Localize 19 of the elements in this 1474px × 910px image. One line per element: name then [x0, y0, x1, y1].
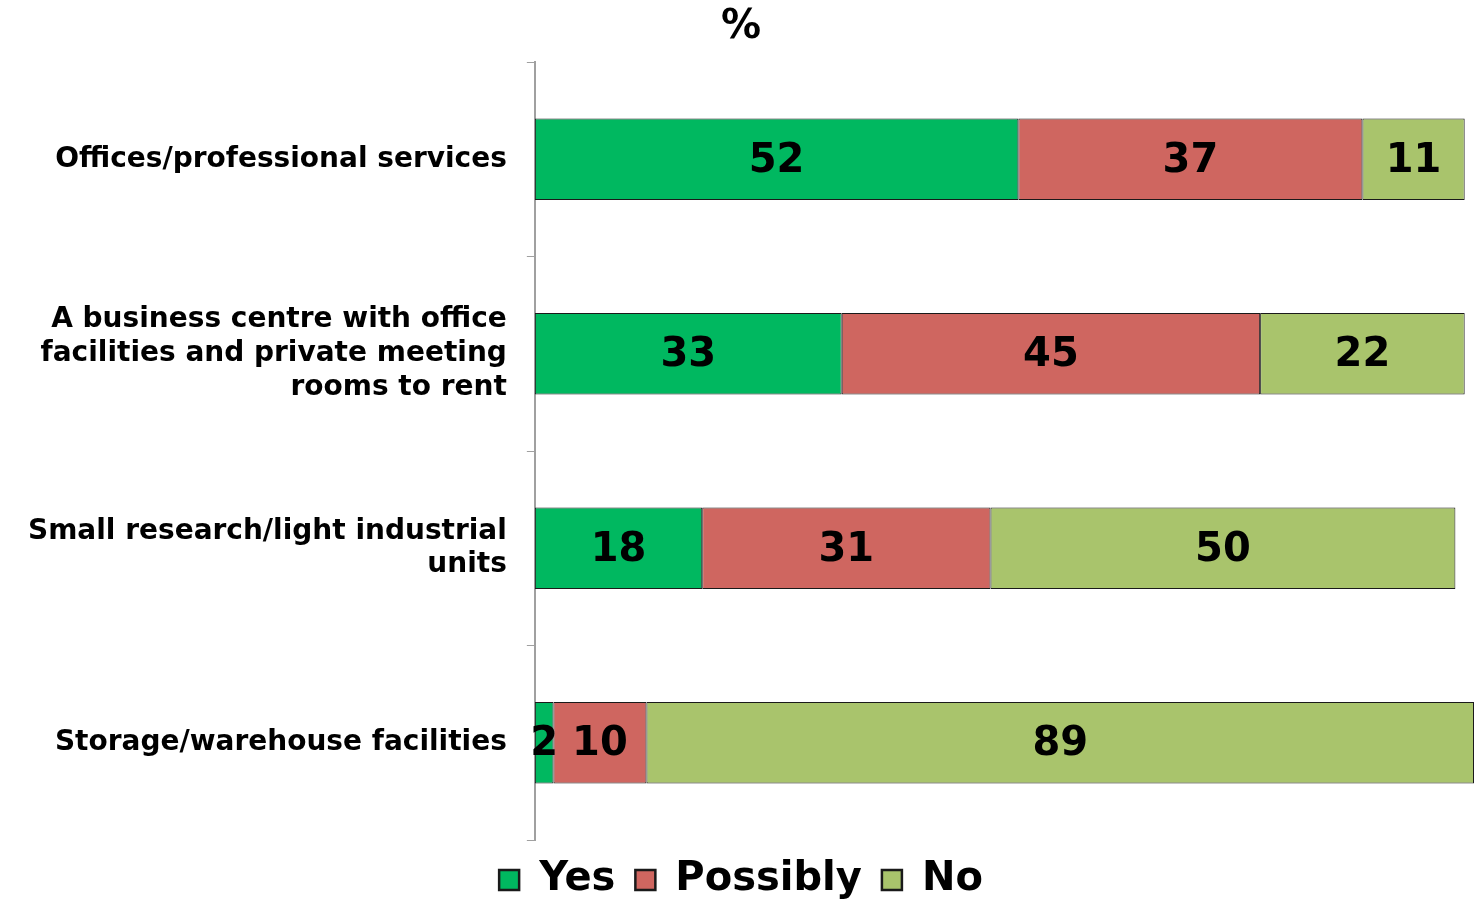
data-label: 11: [1385, 134, 1442, 181]
data-label: 45: [1023, 329, 1079, 376]
y-tick-label: Small research/light industrial units: [28, 512, 507, 580]
data-label: 33: [660, 329, 717, 376]
y-tick-label: Offices/professional services: [55, 140, 507, 174]
legend-label: Possibly: [675, 853, 862, 900]
data-label: 37: [1162, 134, 1219, 181]
data-label: 50: [1195, 523, 1251, 570]
data-label: 22: [1334, 329, 1391, 376]
data-label: 52: [748, 134, 805, 181]
data-label: 10: [572, 718, 628, 765]
legend-label: No: [921, 853, 983, 900]
y-tick-label: Storage/warehouse facilities: [54, 724, 507, 758]
y-tick-label: A business centre with office facilities and private meeting rooms to rent: [40, 301, 507, 402]
data-label: 31: [818, 523, 875, 570]
chart-title: %: [720, 1, 762, 48]
data-label: 89: [1032, 718, 1089, 765]
legend-label: Yes: [538, 853, 616, 900]
data-label: 18: [590, 523, 647, 570]
